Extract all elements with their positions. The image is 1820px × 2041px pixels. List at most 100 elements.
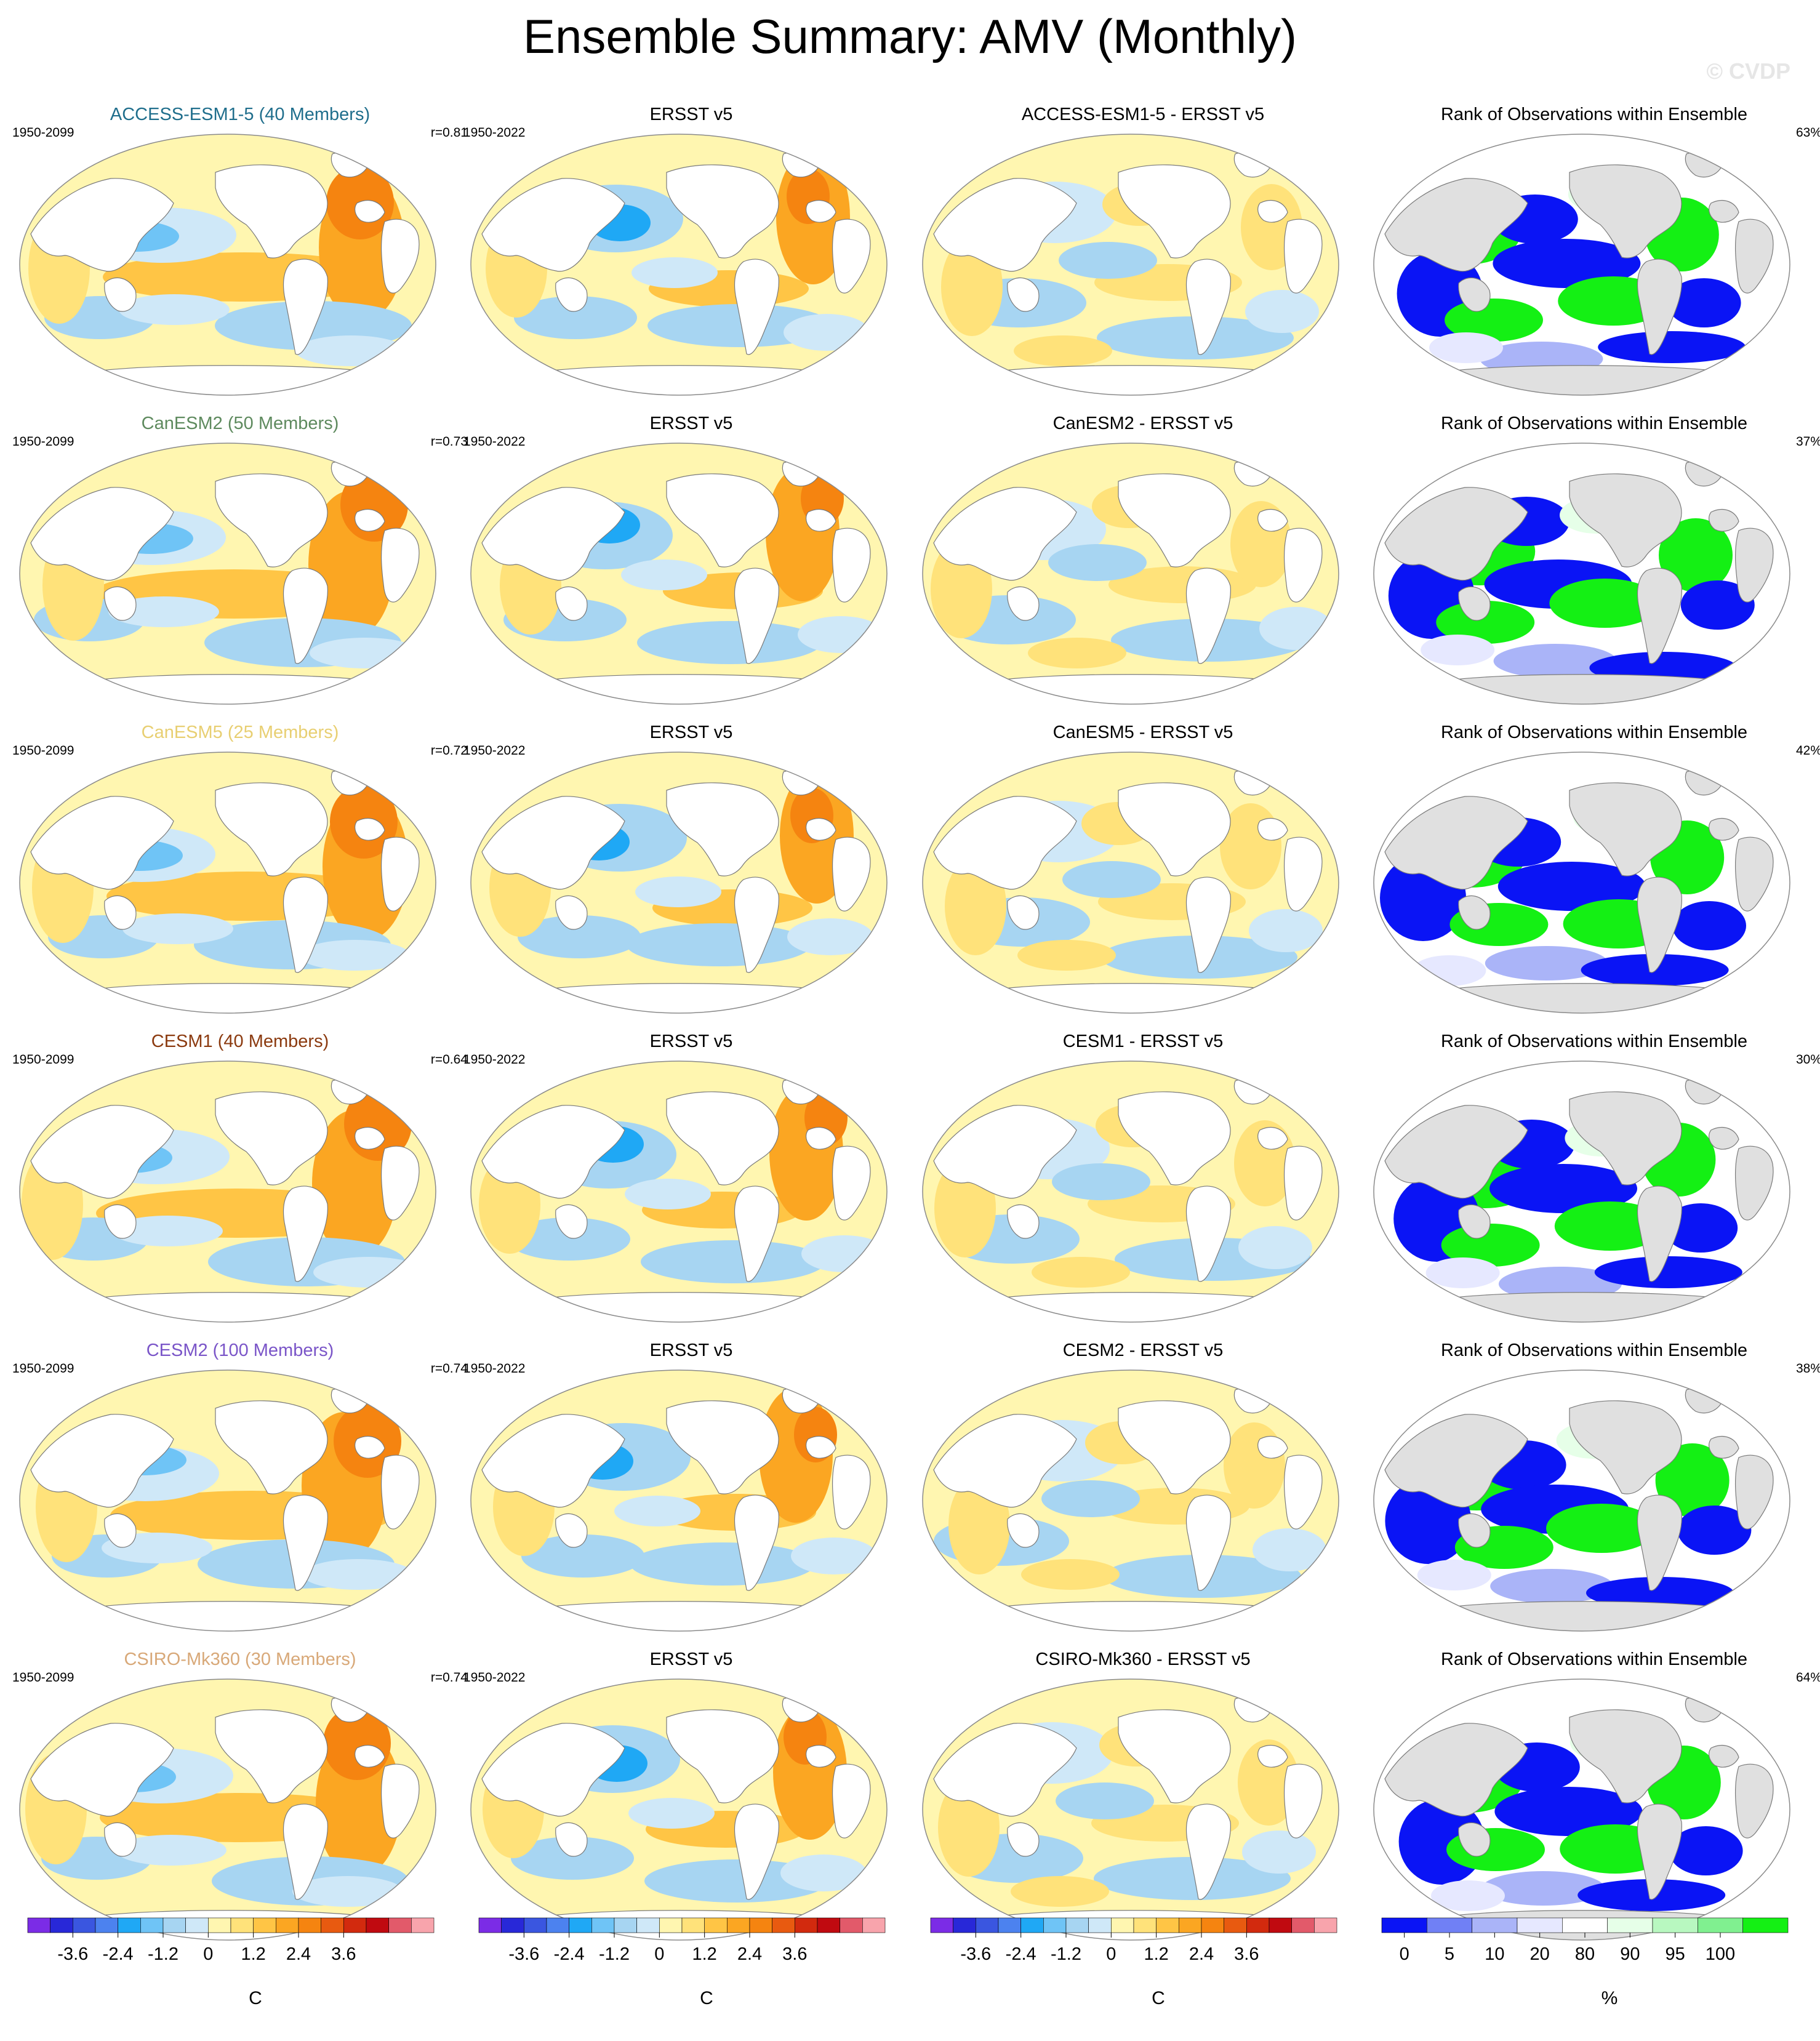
land-mask — [355, 200, 385, 223]
land-mask — [933, 1414, 1077, 1508]
land-mask — [555, 1513, 588, 1548]
land-mask — [1637, 1803, 1682, 1900]
land-mask — [933, 178, 1077, 272]
land-mask — [1569, 1091, 1682, 1185]
land-mask — [1735, 1145, 1774, 1221]
world-map — [470, 1061, 888, 1323]
colorbar-swatch — [118, 1917, 141, 1933]
world-map — [1373, 1678, 1790, 1941]
panel-title: CESM1 - ERSST v5 — [1062, 1032, 1224, 1051]
colorbar-tick-label: 80 — [1575, 1944, 1595, 1964]
colorbar-swatch — [140, 1917, 164, 1933]
rank-panel: Rank of Observations within Ensemble 37% — [1366, 414, 1820, 721]
world-map — [922, 752, 1339, 1014]
map-border — [19, 1678, 436, 1941]
land-mask — [283, 1494, 328, 1591]
sst-anomaly-blob — [628, 1798, 715, 1829]
colorbar-swatch — [727, 1917, 750, 1933]
colorbar-unit: C — [1152, 1988, 1165, 2008]
land-mask — [30, 178, 174, 272]
sst-anomaly-blob — [313, 1257, 424, 1288]
colorbar-swatch — [998, 1917, 1021, 1933]
colorbar-swatch — [95, 1917, 118, 1933]
map-border — [922, 134, 1339, 396]
land-mask — [355, 1745, 385, 1768]
land-mask — [85, 983, 377, 1013]
rank-blob — [1412, 955, 1486, 986]
colorbar-swatch — [1607, 1917, 1653, 1933]
panel-title: Rank of Observations within Ensemble — [1440, 1650, 1748, 1669]
sst-anomaly-blob — [1238, 1226, 1312, 1269]
land-mask — [104, 895, 137, 930]
map-border — [922, 1369, 1339, 1632]
land-mask — [30, 1414, 174, 1508]
colorbar-swatch — [50, 1917, 73, 1933]
map-border — [1373, 1369, 1790, 1632]
rank-panel: Rank of Observations within Ensemble 63% — [1366, 105, 1820, 412]
colorbar-tick-label: 1.2 — [1144, 1944, 1169, 1964]
panel-title: ERSST v5 — [649, 723, 733, 742]
sst-anomaly-blob — [1021, 1559, 1120, 1590]
land-mask — [806, 1745, 836, 1768]
land-mask — [734, 1494, 779, 1591]
land-mask — [666, 782, 779, 876]
land-mask — [104, 1513, 137, 1548]
colorbar-swatch — [749, 1917, 772, 1933]
rank-blob — [1497, 862, 1646, 911]
land-mask — [832, 1145, 871, 1221]
land-mask — [1185, 1185, 1231, 1282]
colorbar-tick-label: 20 — [1530, 1944, 1550, 1964]
rank-blob — [1421, 635, 1495, 665]
sst-anomaly-blob — [518, 915, 641, 958]
panel-title: CSIRO-Mk360 - ERSST v5 — [1035, 1650, 1251, 1669]
panel-title: ACCESS-ESM1-5 - ERSST v5 — [1021, 105, 1265, 124]
land-mask — [283, 1803, 328, 1900]
land-mask — [1637, 259, 1682, 355]
land-mask — [1257, 1745, 1288, 1768]
ensemble-row: CSIRO-Mk360 (30 Members) 1950-2099 r=0.74 E… — [0, 1650, 1820, 1957]
land-mask — [832, 836, 871, 912]
colorbar-tick-label: 3.6 — [331, 1944, 356, 1964]
land-mask — [1007, 586, 1040, 621]
map-border — [470, 1369, 888, 1632]
colorbar-swatch — [366, 1917, 389, 1933]
colorbar-swatch — [478, 1917, 502, 1933]
colorbar-model: -3.6 -2.4 -1.2 0 1.2 2.4 3.6 C — [27, 1917, 483, 2008]
land-mask — [215, 1091, 328, 1185]
land-mask — [1458, 277, 1491, 312]
world-map — [1373, 443, 1790, 705]
land-mask — [536, 983, 828, 1013]
land-mask — [283, 567, 328, 664]
land-mask — [555, 1204, 588, 1239]
land-mask — [1439, 983, 1731, 1013]
colorbar-swatch — [411, 1917, 435, 1933]
rank-blob — [1436, 601, 1535, 644]
colorbar-swatch — [185, 1917, 209, 1933]
land-mask — [104, 586, 137, 621]
panel-title: ERSST v5 — [649, 105, 733, 124]
world-map — [470, 752, 888, 1014]
sst-anomaly-blob — [310, 638, 420, 668]
panel-title: Rank of Observations within Ensemble — [1440, 723, 1748, 742]
land-mask — [1257, 509, 1288, 532]
sst-anomaly-blob — [511, 1837, 634, 1880]
colorbar-swatch — [659, 1917, 683, 1933]
land-mask — [1569, 1400, 1682, 1494]
world-map — [922, 134, 1339, 396]
rank-blob — [1549, 579, 1661, 628]
rank-percent: 30% — [1795, 1053, 1820, 1067]
land-mask — [536, 365, 828, 395]
colorbar-unit: C — [249, 1988, 262, 2008]
colorbar-swatch — [704, 1917, 728, 1933]
colorbar-tick-label: 95 — [1666, 1944, 1685, 1964]
rank-panel: Rank of Observations within Ensemble 38% — [1366, 1341, 1820, 1648]
ensemble-row: CanESM2 (50 Members) 1950-2099 r=0.73 ERSST… — [0, 414, 1820, 721]
land-mask — [355, 1127, 385, 1150]
land-mask — [85, 674, 377, 704]
land-mask — [1384, 178, 1528, 272]
land-mask — [381, 219, 420, 294]
panel-period: 1950-2022 — [463, 1670, 526, 1685]
colorbar-tick-label: 1.2 — [241, 1944, 266, 1964]
colorbar-swatch — [862, 1917, 886, 1933]
land-mask — [734, 567, 779, 664]
